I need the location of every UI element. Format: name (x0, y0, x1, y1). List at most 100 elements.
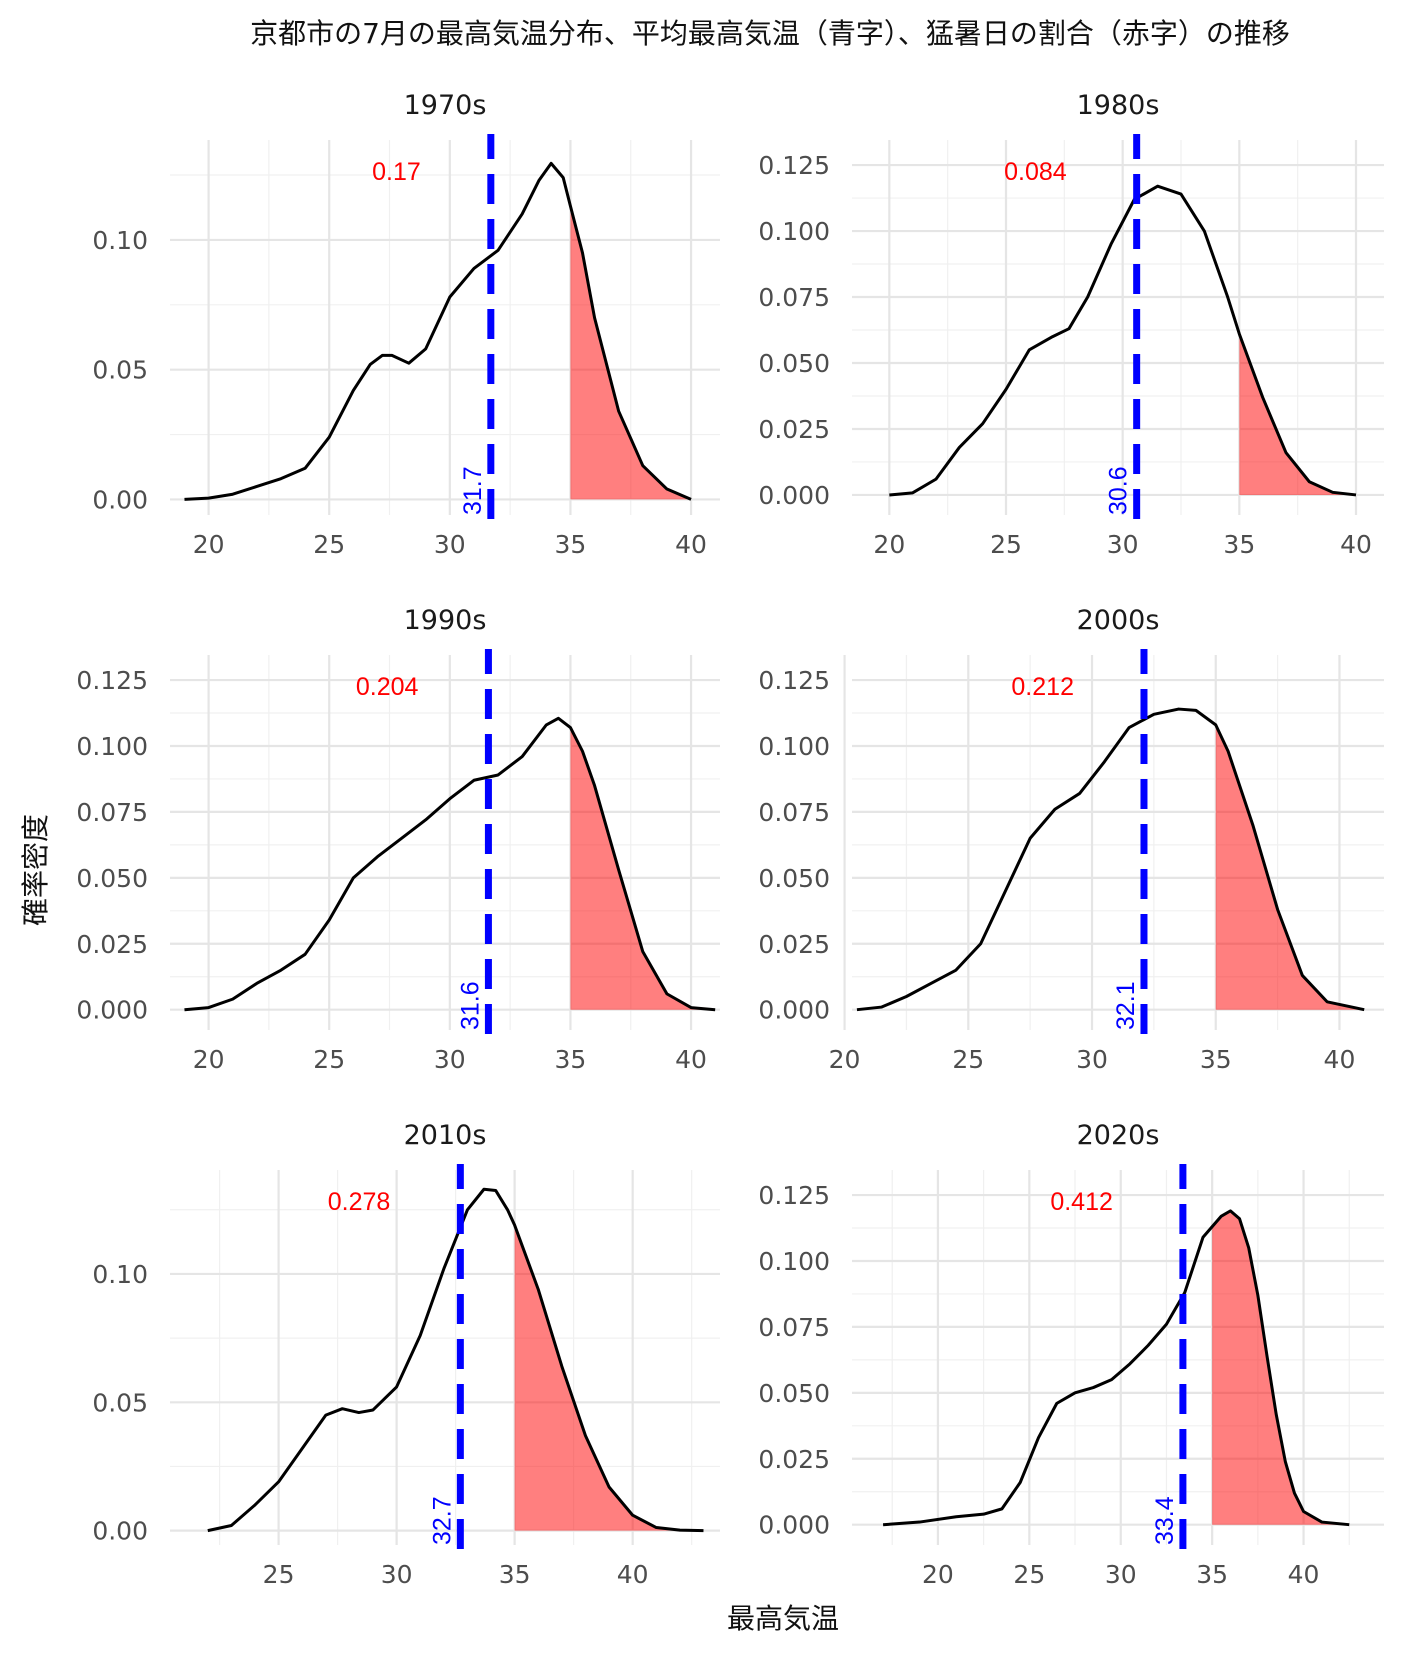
x-tick-label: 40 (1324, 1045, 1356, 1074)
y-tick-label: 0.000 (76, 996, 148, 1025)
x-tick-label: 25 (313, 530, 345, 559)
x-tick-label: 25 (263, 1560, 295, 1589)
density-curve (184, 716, 716, 1012)
mean-label: 31.7 (459, 466, 487, 515)
x-tick-label: 35 (499, 1560, 531, 1589)
x-tick-label: 20 (829, 1045, 861, 1074)
y-tick-label: 0.025 (76, 930, 148, 959)
facet-panel-2020s: 20 25 30 35 40 0.000 0.025 0.050 0.075 0.100 0.125… (758, 1120, 1384, 1589)
mean-label: 30.6 (1105, 466, 1133, 515)
x-tick-label: 35 (1200, 1045, 1232, 1074)
x-tick-label: 35 (555, 530, 587, 559)
mean-label: 33.4 (1151, 1496, 1179, 1545)
chart-title: 京都市の7月の最高気温分布、平均最高気温（青字）、猛暑日の割合（赤字）の推移 (250, 17, 1290, 50)
y-tick-label: 0.025 (758, 415, 830, 444)
density-curve (184, 161, 692, 501)
y-tick-label: 0.050 (76, 864, 148, 893)
x-tick-label: 25 (1013, 1560, 1045, 1589)
y-tick-label: 0.125 (76, 666, 148, 695)
facet-title: 2010s (404, 1120, 487, 1151)
y-tick-label: 0.00 (92, 485, 148, 514)
ratio-label: 0.17 (372, 158, 421, 186)
facet-panel-2010s: 25 30 35 40 0.00 0.05 0.10 2010s 32.7 0.278 (92, 1120, 720, 1589)
facet-title: 1990s (404, 605, 487, 636)
x-tick-label: 20 (193, 1045, 225, 1074)
x-tick-label: 30 (381, 1560, 413, 1589)
y-tick-label: 0.100 (758, 1247, 830, 1276)
y-tick-label: 0.100 (758, 732, 830, 761)
x-tick-label: 25 (990, 530, 1022, 559)
ratio-label: 0.084 (1004, 158, 1067, 186)
density-curve (856, 707, 1365, 1012)
y-tick-label: 0.075 (758, 1313, 830, 1342)
x-tick-label: 40 (675, 530, 707, 559)
x-tick-label: 40 (675, 1045, 707, 1074)
facet-title: 2000s (1077, 605, 1160, 636)
y-tick-label: 0.125 (758, 666, 830, 695)
x-tick-label: 40 (617, 1560, 649, 1589)
x-tick-label: 35 (1223, 530, 1255, 559)
ratio-label: 0.212 (1011, 673, 1074, 701)
y-axis-title: 確率密度 (19, 814, 52, 926)
y-tick-label: 0.05 (92, 1388, 148, 1417)
density-curve (882, 1209, 1350, 1527)
hot-day-area (514, 1225, 704, 1531)
x-tick-label: 35 (555, 1045, 587, 1074)
x-axis-title: 最高気温 (727, 1602, 839, 1635)
facet-grid: 20 25 30 35 40 0.00 0.05 0.10 1970s 31.7 0.17 20 25 3… (76, 90, 1384, 1589)
x-tick-label: 25 (952, 1045, 984, 1074)
facet-title: 1980s (1077, 90, 1160, 121)
y-tick-label: 0.025 (758, 1445, 830, 1474)
hot-day-area (1212, 1210, 1350, 1525)
ratio-label: 0.278 (328, 1188, 391, 1216)
x-tick-label: 30 (434, 1045, 466, 1074)
hot-day-area (1239, 333, 1356, 495)
hot-day-area (1215, 724, 1365, 1010)
y-tick-label: 0.000 (758, 1511, 830, 1540)
x-tick-label: 30 (1107, 530, 1139, 559)
y-tick-label: 0.075 (758, 283, 830, 312)
x-tick-label: 20 (922, 1560, 954, 1589)
y-tick-label: 0.125 (758, 1181, 830, 1210)
ratio-label: 0.412 (1050, 1188, 1113, 1216)
y-tick-label: 0.10 (92, 226, 148, 255)
facet-panel-1970s: 20 25 30 35 40 0.00 0.05 0.10 1970s 31.7 0.17 (92, 90, 720, 559)
facet-title: 2020s (1077, 1120, 1160, 1151)
y-tick-label: 0.050 (758, 1379, 830, 1408)
y-tick-label: 0.10 (92, 1260, 148, 1289)
density-curve (889, 184, 1357, 497)
x-tick-label: 25 (313, 1045, 345, 1074)
density-curve (207, 1187, 704, 1533)
y-tick-label: 0.075 (758, 798, 830, 827)
y-tick-label: 0.050 (758, 864, 830, 893)
hot-day-area (570, 206, 692, 500)
hot-day-area (570, 727, 716, 1010)
x-tick-label: 35 (1196, 1560, 1228, 1589)
mean-label: 31.6 (456, 981, 484, 1030)
y-tick-label: 0.100 (758, 217, 830, 246)
mean-label: 32.7 (428, 1496, 456, 1545)
mean-label: 32.1 (1112, 981, 1140, 1030)
y-tick-label: 0.075 (76, 798, 148, 827)
y-tick-label: 0.05 (92, 356, 148, 385)
x-tick-label: 30 (434, 530, 466, 559)
y-tick-label: 0.000 (758, 481, 830, 510)
x-tick-label: 40 (1288, 1560, 1320, 1589)
ratio-label: 0.204 (356, 673, 419, 701)
y-tick-label: 0.100 (76, 732, 148, 761)
x-tick-label: 20 (193, 530, 225, 559)
x-tick-label: 30 (1076, 1045, 1108, 1074)
facet-panel-2000s: 20 25 30 35 40 0.000 0.025 0.050 0.075 0.100 0.125… (758, 605, 1384, 1074)
y-tick-label: 0.125 (758, 151, 830, 180)
y-tick-label: 0.025 (758, 930, 830, 959)
y-tick-label: 0.00 (92, 1517, 148, 1546)
x-tick-label: 40 (1340, 530, 1372, 559)
x-tick-label: 20 (873, 530, 905, 559)
y-tick-label: 0.050 (758, 349, 830, 378)
facet-panel-1990s: 20 25 30 35 40 0.000 0.025 0.050 0.075 0.100 0.125… (76, 605, 720, 1074)
facet-title: 1970s (404, 90, 487, 121)
facet-panel-1980s: 20 25 30 35 40 0.000 0.025 0.050 0.075 0.100 0.125… (758, 90, 1384, 559)
y-tick-label: 0.000 (758, 996, 830, 1025)
x-tick-label: 30 (1105, 1560, 1137, 1589)
